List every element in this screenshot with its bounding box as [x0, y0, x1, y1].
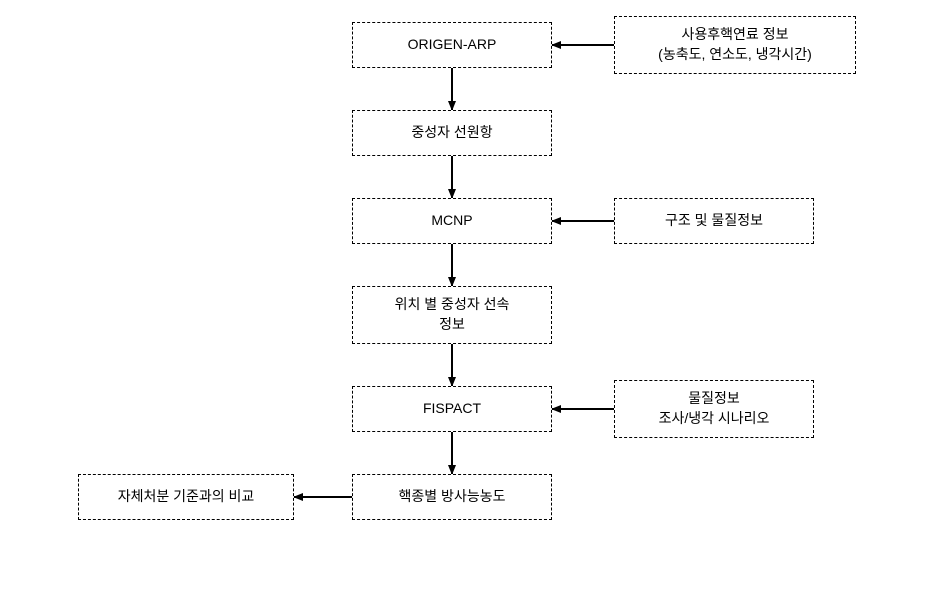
flowchart-node-fispact: FISPACT — [352, 386, 552, 432]
flowchart-node-structinfo: 구조 및 물질정보 — [614, 198, 814, 244]
flowchart-node-mcnp: MCNP — [352, 198, 552, 244]
flowchart-node-origen: ORIGEN-ARP — [352, 22, 552, 68]
flowchart-node-activity: 핵종별 방사능농도 — [352, 474, 552, 520]
flowchart-node-fuelinfo: 사용후핵연료 정보 (농축도, 연소도, 냉각시간) — [614, 16, 856, 74]
flowchart-node-matinfo: 물질정보 조사/냉각 시나리오 — [614, 380, 814, 438]
flowchart-node-compare: 자체처분 기준과의 비교 — [78, 474, 294, 520]
flowchart-node-flux: 위치 별 중성자 선속 정보 — [352, 286, 552, 344]
flowchart-node-neutron_src: 중성자 선원항 — [352, 110, 552, 156]
